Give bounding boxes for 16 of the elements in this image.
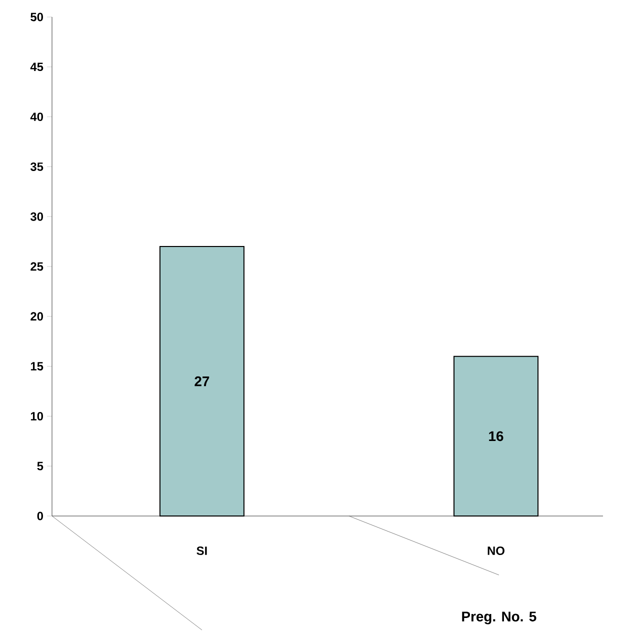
y-tick-label: 35 xyxy=(30,162,44,171)
y-tick-label: 15 xyxy=(30,362,44,370)
y-tick-label: 10 xyxy=(30,412,43,420)
data-label: 16 xyxy=(489,431,504,442)
y-tick-label: 40 xyxy=(30,112,43,122)
y-tick-label: 25 xyxy=(30,262,44,271)
x-tick-label: SI xyxy=(196,546,207,555)
y-tick-label: 20 xyxy=(30,312,43,321)
y-tick-label: 30 xyxy=(30,212,43,221)
y-tick-label: 45 xyxy=(30,62,44,72)
x-tick-label: NO xyxy=(488,546,504,555)
y-tick-label: 0 xyxy=(37,512,43,520)
y-tick-label: 5 xyxy=(37,462,44,470)
y-tick-label: 50 xyxy=(30,12,43,22)
data-label: 27 xyxy=(194,376,210,386)
x-axis-title: Preg. No. 5 xyxy=(462,612,536,624)
